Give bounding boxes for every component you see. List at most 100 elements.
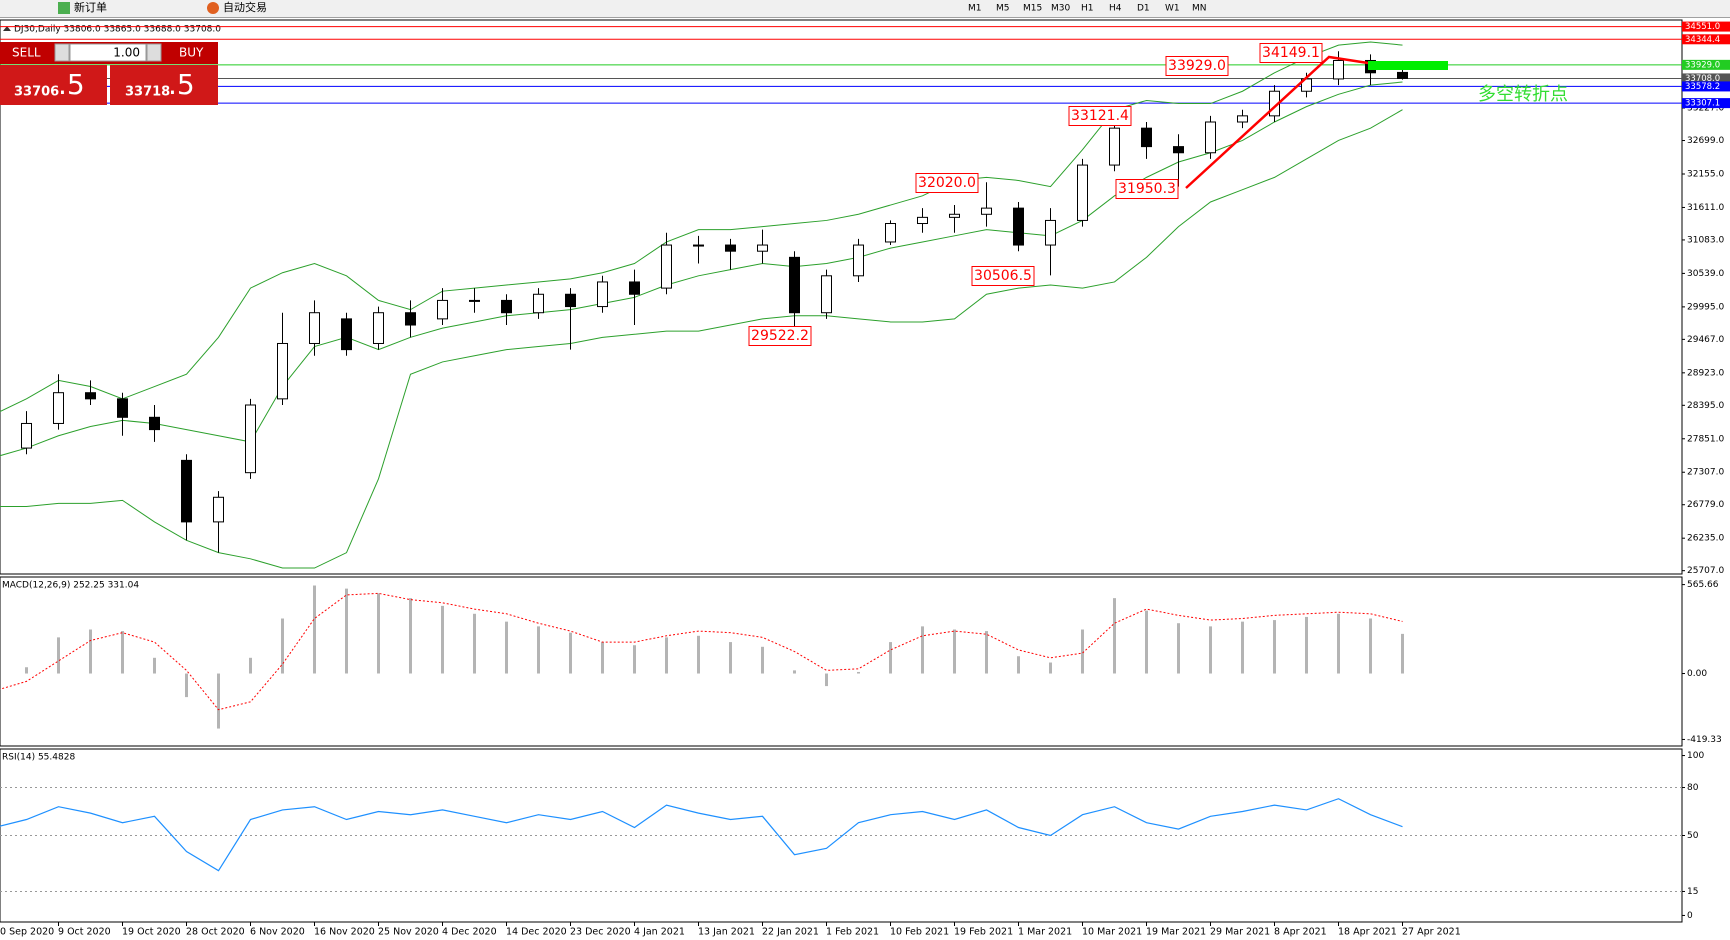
timeframe-button[interactable]: M15: [1023, 4, 1042, 14]
volume-down[interactable]: [54, 43, 70, 62]
candle-body: [405, 312, 416, 326]
x-tick-label: 19 Oct 2020: [122, 927, 181, 938]
timeframe-button[interactable]: H4: [1109, 4, 1122, 14]
x-tick-label: 19 Mar 2021: [1146, 927, 1206, 938]
candle-body: [149, 416, 160, 431]
candle-body: [565, 293, 576, 308]
y-tick-label: 33227.0: [1687, 104, 1724, 114]
y-tick-label: 565.66: [1687, 580, 1719, 590]
level-marker: [1368, 61, 1448, 70]
y-tick-label: 29995.0: [1687, 302, 1724, 312]
rsi-line: [0, 798, 1403, 872]
buy-price-box[interactable]: [110, 65, 218, 105]
candle-body: [437, 299, 448, 320]
candle-body: [21, 422, 32, 449]
timeframe-button[interactable]: D1: [1137, 4, 1150, 14]
toolbar-button[interactable]: 自动交易: [223, 0, 267, 14]
candle-body: [181, 459, 192, 523]
candle-body: [757, 244, 768, 252]
x-tick-label: 4 Dec 2020: [442, 927, 497, 938]
x-tick-label: 1 Mar 2021: [1018, 927, 1072, 938]
candle-body: [213, 496, 224, 523]
y-tick-label: 0: [1687, 911, 1693, 921]
new-order-icon[interactable]: [58, 2, 70, 14]
candle-body: [885, 223, 896, 243]
timeframe-button[interactable]: MN: [1192, 4, 1207, 14]
volume-value: 1.00: [113, 46, 140, 60]
y-tick-label: 27307.0: [1687, 468, 1724, 478]
ask-price: 33718: [125, 85, 170, 100]
x-tick-label: 27 Apr 2021: [1402, 927, 1461, 938]
candle-body: [53, 392, 64, 424]
price-annotation: 31950.3: [1118, 181, 1176, 197]
symbol-icon: [3, 26, 11, 31]
candle-body: [1109, 127, 1120, 166]
timeframe-button[interactable]: M1: [968, 4, 982, 14]
candle-body: [1045, 219, 1056, 246]
volume-field[interactable]: [69, 43, 147, 62]
main-panel: [0, 19, 1683, 575]
annotation-note: 多空转折点: [1478, 84, 1568, 105]
x-tick-label: 16 Nov 2020: [314, 927, 375, 938]
timeframe-button[interactable]: H1: [1081, 4, 1094, 14]
price-annotation-box: [1165, 56, 1229, 76]
price-annotation-box: [971, 266, 1035, 286]
candle-body: [821, 275, 832, 314]
y-tick-label: 15: [1687, 887, 1698, 897]
volume-up[interactable]: [146, 43, 162, 62]
x-tick-label: 29 Mar 2021: [1210, 927, 1270, 938]
timeframe-button[interactable]: W1: [1165, 4, 1180, 14]
x-tick-label: 25 Nov 2020: [378, 927, 439, 938]
timeframe-button[interactable]: M5: [996, 4, 1010, 14]
bid-fraction: .5: [58, 68, 85, 101]
x-tick-label: 13 Jan 2021: [698, 927, 755, 938]
timeframe-button[interactable]: M30: [1051, 4, 1070, 14]
price-annotation-box: [1068, 106, 1132, 126]
candle-body: [469, 299, 480, 302]
candle-body: [1173, 146, 1184, 154]
y-tick-label: 32155.0: [1687, 169, 1724, 179]
candle-body: [309, 312, 320, 344]
candle-body: [725, 244, 736, 252]
candle-body: [1077, 164, 1088, 221]
x-tick-label: 23 Dec 2020: [570, 927, 631, 938]
candle-body: [1013, 207, 1024, 246]
y-tick-label: 28923.0: [1687, 368, 1724, 378]
price-annotation: 32020.0: [918, 175, 976, 191]
x-tick-label: 9 Oct 2020: [58, 927, 111, 938]
sell-price-box[interactable]: [0, 65, 107, 105]
price-line-label-box: [1682, 21, 1730, 32]
candle-body: [1141, 127, 1152, 148]
candle-body: [533, 293, 544, 314]
price-line-label-box: [1682, 81, 1730, 92]
x-tick-label: 4 Jan 2021: [634, 927, 685, 938]
toolbar-button[interactable]: 新订单: [74, 0, 107, 14]
sell-button[interactable]: SELL: [12, 46, 41, 60]
candle-body: [1205, 121, 1216, 154]
price-annotation: 34149.1: [1262, 45, 1320, 61]
x-tick-label: 10 Mar 2021: [1082, 927, 1142, 938]
y-tick-label: 26235.0: [1687, 534, 1724, 544]
price-annotation-box: [748, 326, 812, 346]
candle-body: [501, 299, 512, 314]
price-line-label-box: [1682, 59, 1730, 70]
price-line-label: 33929.0: [1685, 60, 1720, 70]
candle-body: [117, 398, 128, 418]
candle-body: [981, 207, 992, 215]
x-tick-label: 10 Feb 2021: [890, 927, 949, 938]
auto-trade-icon[interactable]: [207, 2, 219, 14]
y-tick-label: 32699.0: [1687, 136, 1724, 146]
candle-body: [789, 256, 800, 314]
x-tick-label: 30 Sep 2020: [0, 927, 54, 938]
y-tick-label: -419.33: [1687, 735, 1722, 745]
price-annotation-box: [915, 173, 979, 193]
candle-body: [949, 213, 960, 218]
macd-panel: [0, 576, 1683, 747]
bid-price: 33706: [14, 85, 59, 100]
y-tick-label: 28395.0: [1687, 401, 1724, 411]
candle-body: [1333, 59, 1344, 80]
buy-button[interactable]: BUY: [179, 46, 204, 60]
y-tick-label: 25707.0: [1687, 566, 1724, 576]
y-tick-label: 0.00: [1687, 669, 1707, 679]
